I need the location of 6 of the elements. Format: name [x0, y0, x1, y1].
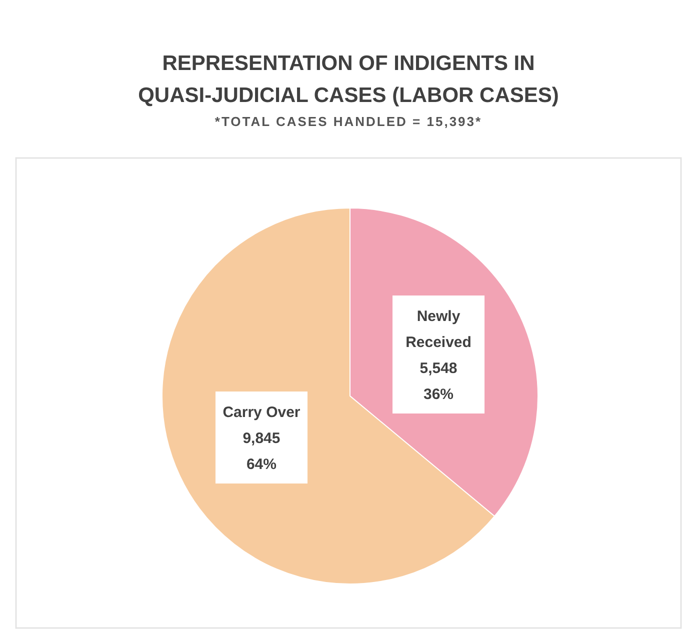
data-label: 5,548 36% — [420, 360, 458, 404]
slice-label: Newly Received — [406, 308, 472, 352]
slice-label: Carry Over — [222, 404, 300, 422]
chart-title: REPRESENTATION OF INDIGENTS IN QUASI-JUDICIAL CASES (LABOR CASES) — [138, 52, 559, 107]
data-label: 9,845 64% — [242, 430, 280, 474]
chart-subtitle: *TOTAL CASES HANDLED = 15,393* — [214, 114, 482, 129]
